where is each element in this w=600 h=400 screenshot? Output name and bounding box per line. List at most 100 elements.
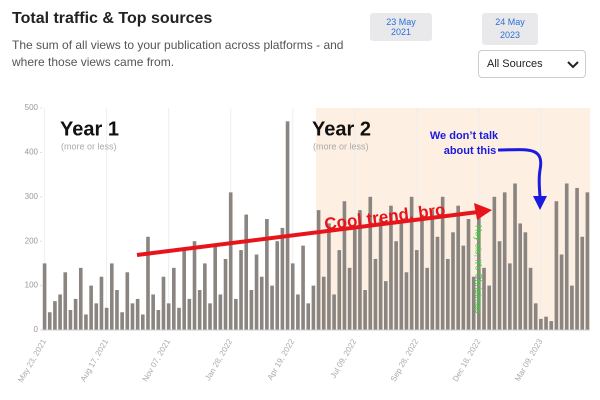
bar: [523, 232, 528, 330]
dip-label-1: We don’t talk: [430, 130, 499, 142]
y-tick-label: 200: [25, 236, 39, 245]
bar: [187, 298, 192, 330]
bar: [58, 294, 62, 330]
bar: [182, 250, 186, 330]
bar: [203, 263, 207, 330]
bar: [352, 227, 357, 330]
dip-arrowhead: [533, 196, 547, 210]
bar: [549, 321, 554, 330]
bar: [234, 298, 238, 330]
bar: [409, 196, 414, 330]
y-tick-label: 500: [25, 103, 39, 112]
bar: [254, 254, 259, 330]
x-tick-label: May 23, 2021: [16, 337, 48, 384]
x-tick-label: Jul 09, 2022: [329, 337, 359, 380]
bar: [172, 267, 176, 330]
y-tick-label: 100: [25, 281, 39, 290]
bar: [528, 267, 533, 330]
bar: [146, 236, 150, 330]
bar: [151, 294, 155, 330]
bar: [166, 303, 171, 330]
trend-arrowhead: [474, 203, 492, 220]
x-tick-label: Aug 17, 2021: [79, 337, 111, 383]
bar: [311, 285, 316, 330]
bar: [533, 303, 538, 330]
bar: [492, 196, 497, 330]
x-tick-label: Sep 28, 2022: [389, 337, 421, 383]
bar: [53, 301, 57, 330]
bar: [161, 276, 166, 330]
bar: [373, 258, 378, 330]
end-date-button[interactable]: 24 May 2023: [482, 13, 538, 45]
bar: [130, 303, 135, 330]
bar: [368, 196, 373, 330]
bar: [73, 298, 78, 330]
y-tick-label: 300: [25, 192, 39, 201]
x-tick-label: Dec 18, 2022: [451, 337, 483, 383]
y-tick-label: 0: [34, 325, 39, 334]
bar: [477, 214, 481, 330]
subtitle: The sum of all views to your publication…: [12, 38, 344, 69]
x-tick-label: Apr 19, 2022: [266, 337, 297, 382]
year2-label: Year 2: [312, 118, 371, 140]
bar: [446, 258, 450, 330]
bar: [249, 290, 254, 330]
bar: [156, 310, 161, 330]
trend-arrow: [136, 210, 479, 257]
bar: [213, 245, 217, 330]
bar: [347, 267, 352, 330]
bar: [585, 192, 590, 330]
bar: [197, 290, 202, 330]
bar: [275, 241, 280, 330]
christmas-label: Hey sis, it’s Christmas: [474, 225, 484, 314]
bar: [135, 298, 140, 330]
bar: [141, 314, 145, 330]
bar: [399, 223, 404, 330]
source-select[interactable]: All Sources: [478, 50, 586, 78]
bar: [580, 236, 585, 330]
bar: [430, 210, 435, 330]
bar: [497, 241, 502, 330]
bar: [120, 312, 124, 330]
bar: [544, 316, 548, 330]
bar: [208, 303, 212, 330]
bar: [513, 183, 517, 330]
bar: [378, 219, 383, 330]
bar: [125, 272, 130, 330]
bar: [383, 281, 388, 330]
bar: [47, 312, 52, 330]
bar: [99, 276, 104, 330]
bar: [564, 183, 569, 330]
bar: [296, 294, 300, 330]
bar: [290, 263, 295, 330]
bar: [518, 223, 523, 330]
bar: [78, 267, 83, 330]
bar: [502, 192, 507, 330]
chevron: [567, 61, 579, 69]
bar: [265, 219, 269, 330]
bar: [327, 223, 331, 330]
x-tick-label: Nov 07, 2021: [141, 337, 173, 383]
bar: [394, 241, 398, 330]
bar: [559, 254, 564, 330]
start-date-button[interactable]: 23 May 2021: [370, 13, 432, 41]
bar: [415, 250, 419, 330]
x-tick-label: Mar 09, 2023: [513, 337, 545, 383]
bar: [435, 236, 440, 330]
bar: [316, 210, 321, 330]
bar: [42, 263, 47, 330]
y-tick-label: 400: [25, 148, 39, 157]
bar: [461, 245, 466, 330]
bar: [358, 210, 362, 330]
bar: [508, 263, 512, 330]
bar: [575, 187, 579, 330]
bar: [482, 267, 486, 330]
bar: [466, 219, 471, 330]
bar: [177, 307, 181, 330]
bar: [420, 214, 424, 330]
bar: [228, 192, 233, 330]
bar: [223, 258, 228, 330]
bar: [94, 303, 99, 330]
